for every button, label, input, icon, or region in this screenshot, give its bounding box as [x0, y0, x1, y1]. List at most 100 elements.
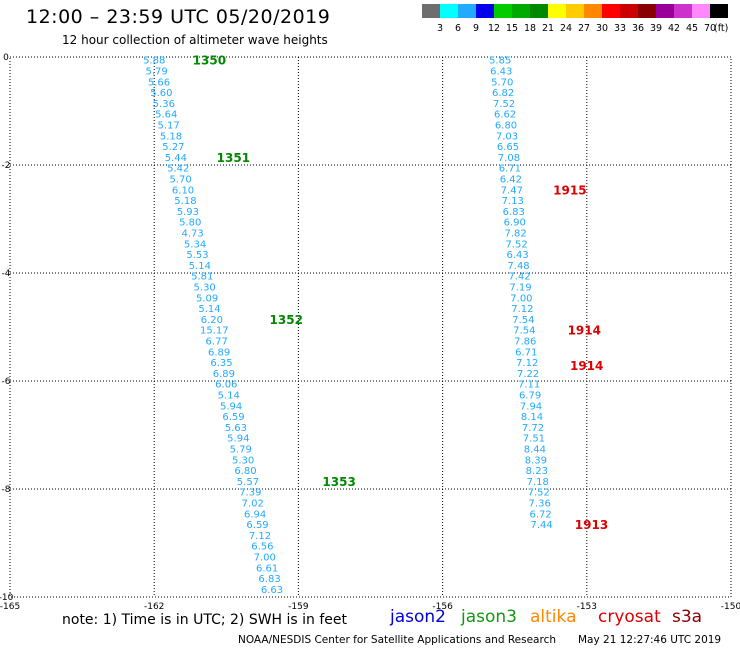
swh-value-label: 6.94 — [244, 509, 266, 520]
swh-value-label: 6.56 — [251, 542, 273, 553]
swh-value-label: 8.23 — [526, 466, 548, 477]
swh-value-label: 6.72 — [530, 509, 552, 520]
swh-value-label: 7.00 — [254, 553, 276, 564]
swh-value-label: 6.62 — [494, 110, 516, 121]
time-label: 1352 — [270, 313, 303, 327]
time-label: 1915 — [553, 183, 586, 197]
chart-subtitle: 12 hour collection of altimeter wave hei… — [62, 33, 328, 47]
swh-value-label: 6.83 — [503, 207, 525, 218]
swh-value-label: 6.90 — [504, 218, 526, 229]
swh-value-label: 6.89 — [213, 369, 235, 380]
swh-value-label: 5.70 — [491, 77, 513, 88]
swh-value-label: 7.18 — [527, 477, 549, 488]
satellite-label-altika: altika — [530, 607, 577, 627]
swh-value-label: 5.42 — [167, 164, 189, 175]
swh-value-label: 7.47 — [501, 185, 523, 196]
swh-value-label: 7.19 — [509, 283, 531, 294]
color-swatch — [440, 4, 458, 18]
color-scale-label: 70 — [704, 23, 716, 34]
swh-value-label: 5.53 — [186, 250, 208, 261]
color-scale-label: (ft) — [714, 23, 728, 34]
color-swatch — [674, 4, 692, 18]
color-scale-label: 3 — [437, 23, 443, 34]
swh-value-label: 6.80 — [495, 121, 517, 132]
swh-value-label: 7.36 — [529, 499, 551, 510]
swh-value-label: 7.00 — [510, 293, 532, 304]
satellite-label-s3a: s3a — [672, 607, 703, 627]
swh-value-label: 6.61 — [256, 563, 278, 574]
swh-value-label: 6.79 — [519, 391, 541, 402]
swh-value-label: 6.35 — [210, 358, 232, 369]
swh-value-label: 6.43 — [506, 250, 528, 261]
color-swatch — [476, 4, 494, 18]
color-swatch — [692, 4, 710, 18]
swh-value-label: 8.44 — [524, 445, 546, 456]
satellite-label-jason3: jason3 — [461, 607, 517, 627]
swh-value-label: 15.17 — [200, 326, 229, 337]
footnote: note: 1) Time is in UTC; 2) SWH is in fe… — [62, 612, 348, 628]
swh-value-label: 5.18 — [160, 131, 182, 142]
swh-value-label: 7.54 — [513, 326, 535, 337]
swh-value-label: 7.13 — [502, 196, 524, 207]
swh-value-label: 7.51 — [523, 434, 545, 445]
color-swatch — [638, 4, 656, 18]
color-swatch — [494, 4, 512, 18]
color-swatch — [548, 4, 566, 18]
swh-value-label: 7.72 — [522, 423, 544, 434]
swh-value-label: 6.80 — [234, 466, 256, 477]
y-tick-label: -6 — [2, 377, 11, 387]
swh-value-label: 8.39 — [525, 455, 547, 466]
swh-value-label: 5.64 — [155, 110, 177, 121]
color-scale-label: 21 — [542, 23, 554, 34]
swh-value-label: 5.63 — [225, 423, 247, 434]
swh-value-label: 6.20 — [201, 315, 223, 326]
swh-value-label: 7.39 — [239, 488, 261, 499]
color-swatch — [710, 4, 728, 18]
swh-value-label: 7.42 — [508, 272, 530, 283]
swh-value-label: 6.43 — [490, 67, 512, 78]
swh-value-label: 5.09 — [196, 293, 218, 304]
color-scale-label: 45 — [686, 23, 698, 34]
swh-value-label: 8.14 — [521, 412, 543, 423]
swh-value-label: 7.08 — [498, 153, 520, 164]
color-scale-label: 42 — [668, 23, 680, 34]
swh-value-label: 6.71 — [515, 347, 537, 358]
swh-value-label: 5.34 — [184, 239, 206, 250]
swh-value-label: 5.66 — [148, 77, 170, 88]
color-scale-label: 39 — [650, 23, 662, 34]
swh-value-label: 5.94 — [227, 434, 249, 445]
generation-timestamp: May 21 12:27:46 UTC 2019 — [578, 634, 722, 646]
swh-value-label: 6.71 — [499, 164, 521, 175]
color-scale-label: 9 — [473, 23, 479, 34]
y-tick-label: -10 — [0, 593, 14, 603]
swh-value-label: 4.73 — [182, 229, 204, 240]
swh-value-label: 5.85 — [489, 56, 511, 67]
swh-value-label: 6.65 — [497, 142, 519, 153]
color-scale-label: 33 — [614, 23, 626, 34]
swh-value-label: 7.12 — [249, 531, 271, 542]
y-tick-label: -2 — [2, 161, 11, 171]
swh-value-label: 5.70 — [170, 175, 192, 186]
swh-value-label: 7.22 — [517, 369, 539, 380]
swh-value-label: 7.12 — [516, 358, 538, 369]
swh-value-label: 7.11 — [518, 380, 540, 391]
swh-value-label: 6.63 — [261, 585, 283, 596]
swh-value-label: 7.02 — [242, 499, 264, 510]
swh-value-label: 5.36 — [153, 99, 175, 110]
y-tick-label: -8 — [2, 485, 11, 495]
swh-value-label: 5.79 — [145, 67, 167, 78]
swh-value-label: 5.14 — [198, 304, 220, 315]
swh-value-label: 5.88 — [143, 56, 165, 67]
swh-value-label: 6.89 — [208, 347, 230, 358]
color-swatch — [602, 4, 620, 18]
time-label: 1353 — [322, 475, 355, 489]
time-label: 1914 — [570, 359, 603, 373]
swh-value-label: 5.44 — [165, 153, 187, 164]
color-scale-label: 24 — [560, 23, 572, 34]
color-swatch — [620, 4, 638, 18]
color-scale-label: 27 — [578, 23, 590, 34]
swh-value-label: 5.14 — [189, 261, 211, 272]
swh-value-label: 7.94 — [520, 401, 542, 412]
swh-value-label: 5.18 — [174, 196, 196, 207]
